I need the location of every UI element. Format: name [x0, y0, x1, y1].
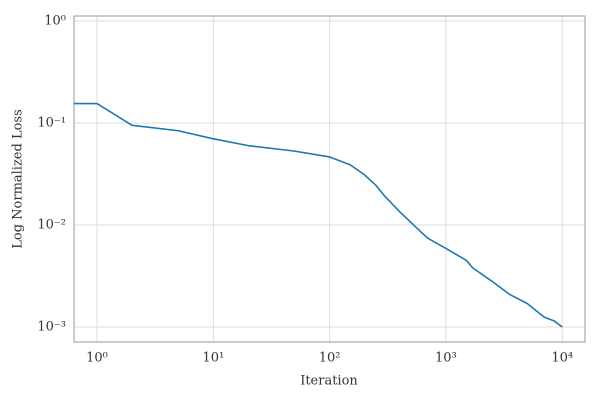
x-tick-label: 10¹ [202, 351, 224, 366]
x-tick-label: 10⁴ [551, 351, 573, 366]
y-tick-label: 10⁻¹ [37, 116, 66, 131]
y-tick-label: 10⁻² [37, 218, 66, 233]
x-tick-label: 10⁰ [86, 351, 108, 366]
plot-frame [73, 15, 586, 343]
y-axis-label: Log Normalized Loss [11, 109, 26, 249]
y-tick-label: 10⁻³ [37, 320, 66, 335]
x-axis-label: Iteration [300, 374, 358, 389]
x-tick-label: 10³ [435, 351, 457, 366]
loss-line [74, 102, 563, 328]
x-tick-label: 10² [319, 351, 341, 366]
y-tick-label: 10⁰ [44, 14, 66, 29]
